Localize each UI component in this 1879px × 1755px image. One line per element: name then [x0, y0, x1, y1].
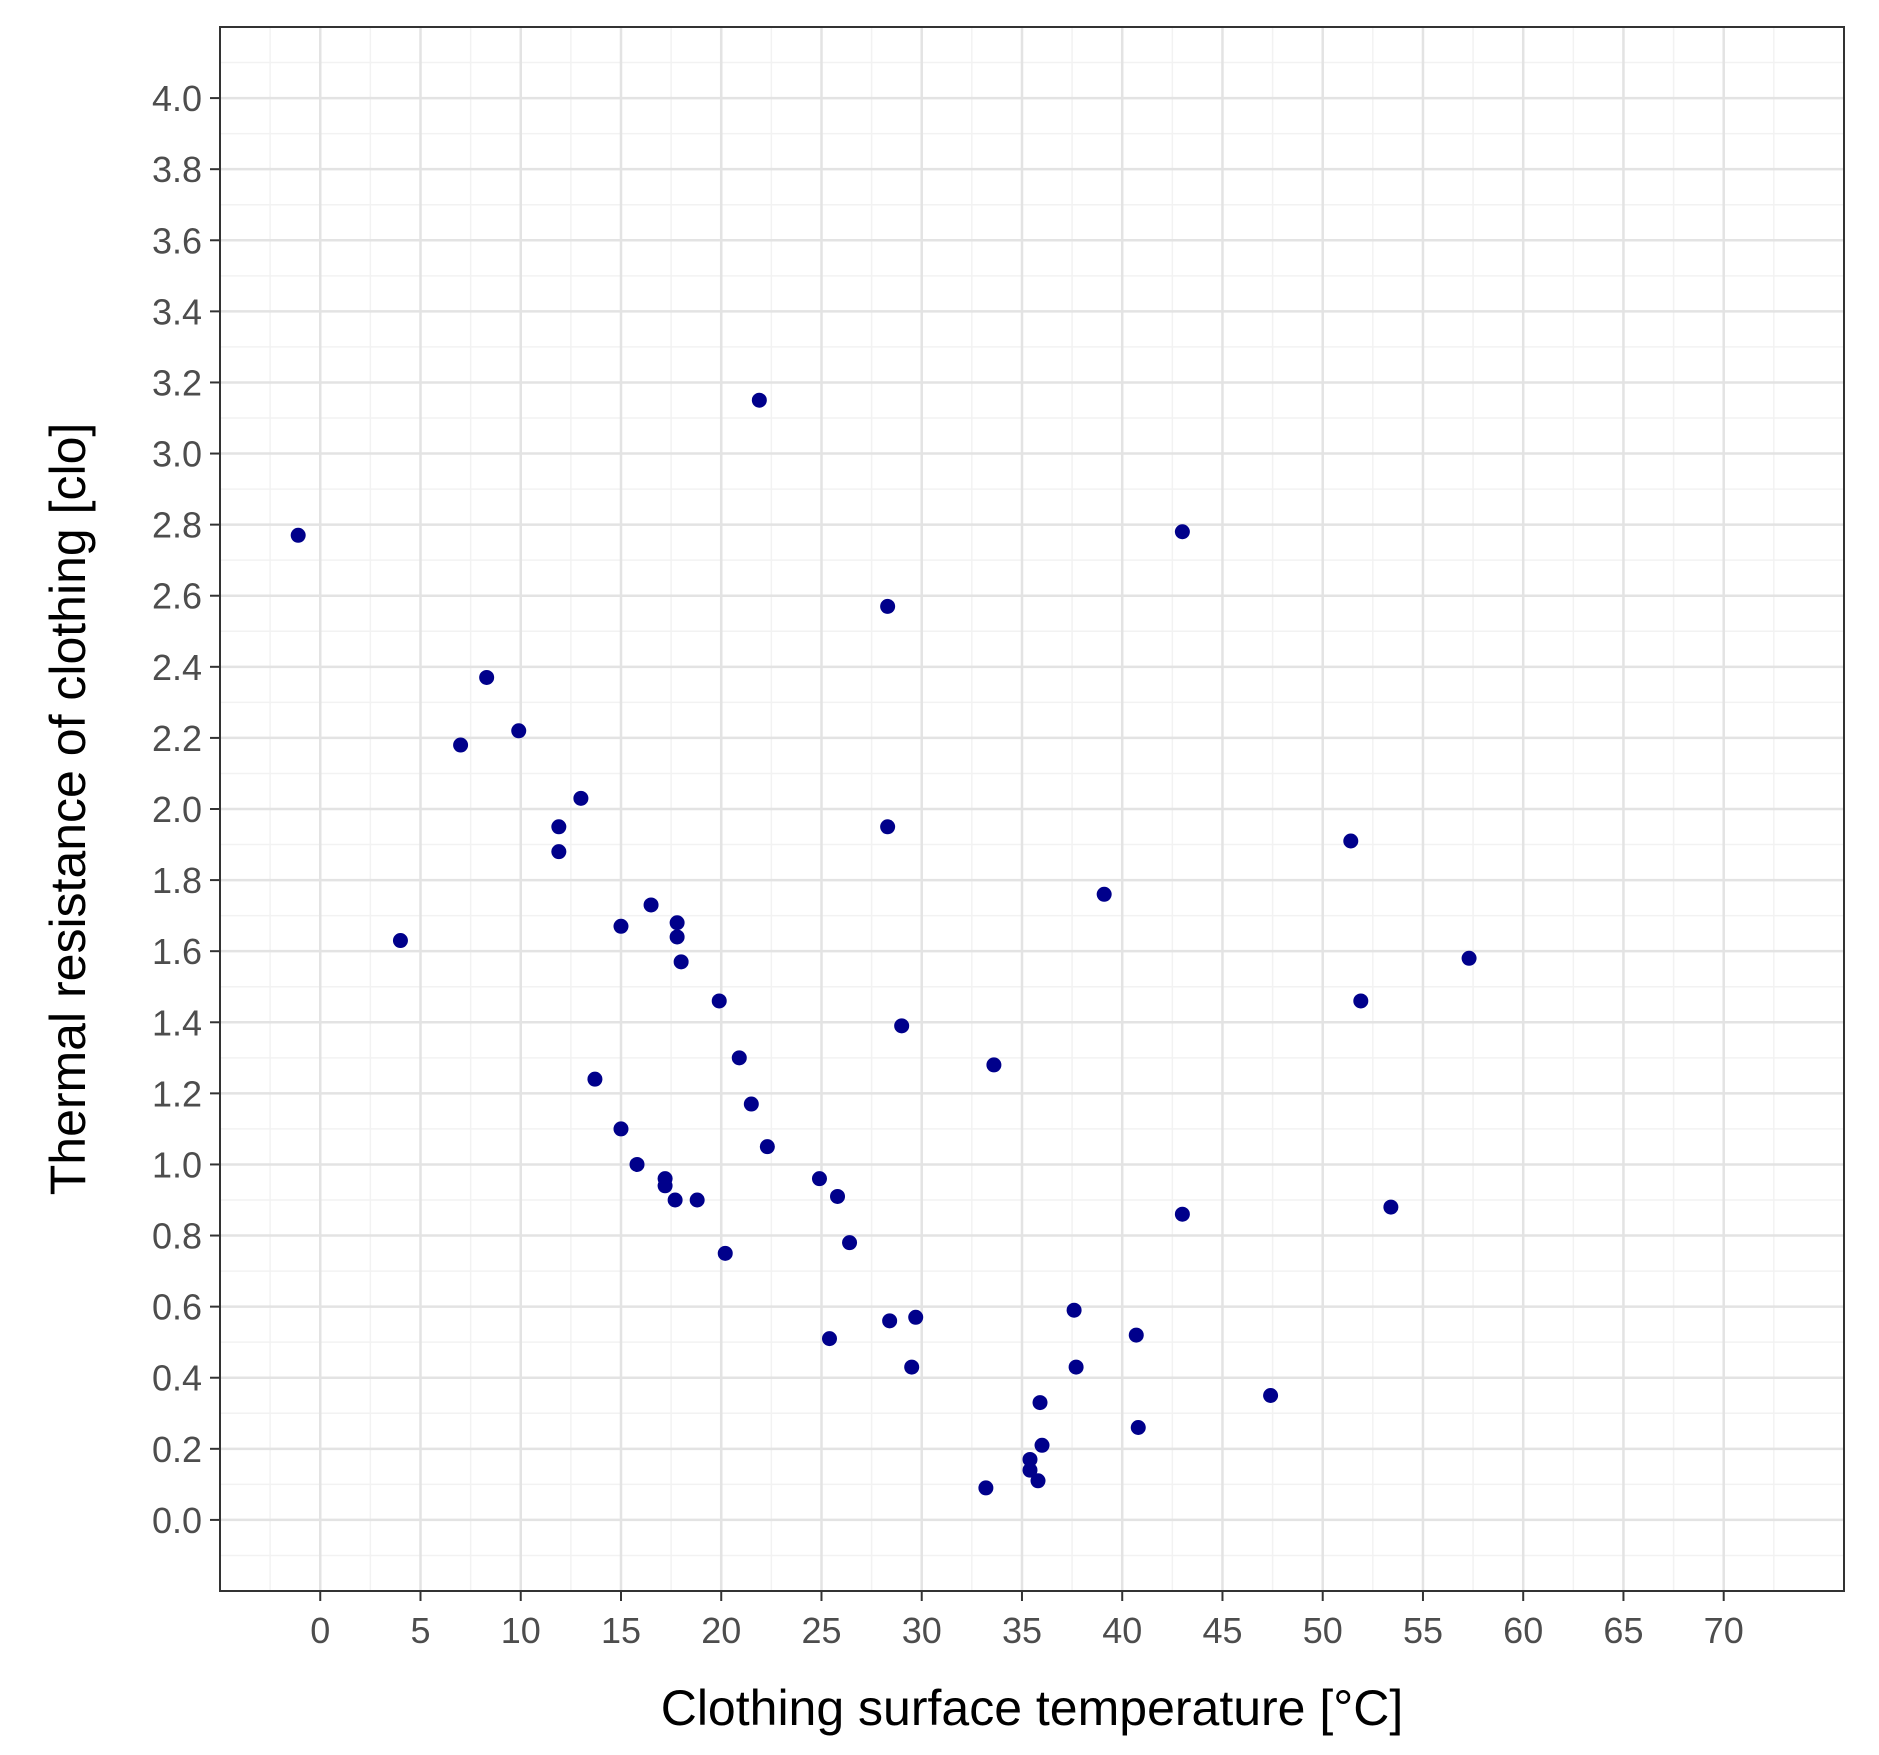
- y-tick-label: 3.4: [152, 291, 202, 332]
- data-point: [613, 1121, 629, 1137]
- data-point: [1353, 993, 1369, 1009]
- data-point: [1461, 950, 1477, 966]
- data-point: [908, 1309, 924, 1325]
- data-point: [1030, 1473, 1046, 1489]
- x-tick-label: 5: [410, 1610, 430, 1651]
- data-point: [1022, 1462, 1038, 1478]
- data-point: [904, 1359, 920, 1375]
- data-point: [1066, 1302, 1082, 1318]
- data-point: [986, 1057, 1002, 1073]
- data-point: [1174, 524, 1190, 540]
- tick-labels: 0 5 10 15 20 25 30 35 40 45 50 55 60 65 70 0.0 0.2 0.4 0.6…: [152, 78, 1744, 1651]
- y-tick-label: 0.4: [152, 1358, 202, 1399]
- x-tick-label: 20: [701, 1610, 741, 1651]
- data-point: [643, 897, 659, 913]
- y-tick-label: 0.6: [152, 1287, 202, 1328]
- data-points: [290, 392, 1477, 1496]
- data-point: [573, 790, 589, 806]
- data-point: [613, 918, 629, 934]
- y-tick-label: 2.4: [152, 647, 202, 688]
- data-point: [1343, 833, 1359, 849]
- data-point: [629, 1156, 645, 1172]
- data-point: [978, 1480, 994, 1496]
- data-point: [1096, 886, 1112, 902]
- data-point: [894, 1018, 910, 1034]
- data-point: [1128, 1327, 1144, 1343]
- y-tick-label: 3.0: [152, 434, 202, 475]
- y-tick-label: 0.8: [152, 1216, 202, 1257]
- y-tick-label: 3.2: [152, 362, 202, 403]
- data-point: [551, 819, 567, 835]
- x-tick-label: 60: [1503, 1610, 1543, 1651]
- y-tick-label: 1.4: [152, 1002, 202, 1043]
- y-tick-label: 4.0: [152, 78, 202, 119]
- y-tick-label: 1.6: [152, 931, 202, 972]
- data-point: [822, 1331, 838, 1347]
- y-tick-label: 0.0: [152, 1500, 202, 1541]
- y-tick-label: 3.6: [152, 220, 202, 261]
- x-axis-title: Clothing surface temperature [°C]: [661, 1680, 1404, 1736]
- y-tick-label: 1.0: [152, 1144, 202, 1185]
- data-point: [511, 723, 527, 739]
- x-tick-label: 45: [1202, 1610, 1242, 1651]
- data-point: [882, 1313, 898, 1329]
- data-point: [1034, 1437, 1050, 1453]
- x-tick-label: 25: [801, 1610, 841, 1651]
- data-point: [290, 527, 306, 543]
- x-tick-label: 70: [1704, 1610, 1744, 1651]
- x-tick-label: 35: [1002, 1610, 1042, 1651]
- data-point: [667, 1192, 683, 1208]
- x-tick-label: 50: [1303, 1610, 1343, 1651]
- grid: [220, 27, 1844, 1591]
- x-tick-label: 55: [1403, 1610, 1443, 1651]
- data-point: [1383, 1199, 1399, 1215]
- y-tick-label: 2.6: [152, 576, 202, 617]
- data-point: [669, 929, 685, 945]
- data-point: [479, 669, 495, 685]
- y-tick-label: 1.8: [152, 860, 202, 901]
- data-point: [673, 954, 689, 970]
- data-point: [842, 1235, 858, 1251]
- axis-ticks: [210, 97, 1725, 1601]
- data-point: [1068, 1359, 1084, 1375]
- data-point: [880, 598, 896, 614]
- data-point: [711, 993, 727, 1009]
- y-tick-label: 0.2: [152, 1429, 202, 1470]
- x-tick-label: 15: [601, 1610, 641, 1651]
- y-tick-label: 2.2: [152, 718, 202, 759]
- y-tick-label: 2.8: [152, 505, 202, 546]
- data-point: [1032, 1395, 1048, 1411]
- data-point: [731, 1050, 747, 1066]
- data-point: [1130, 1419, 1146, 1435]
- x-tick-label: 30: [902, 1610, 942, 1651]
- x-tick-label: 0: [310, 1610, 330, 1651]
- data-point: [717, 1245, 733, 1261]
- data-point: [751, 392, 767, 408]
- x-tick-label: 65: [1603, 1610, 1643, 1651]
- data-point: [1174, 1206, 1190, 1222]
- x-tick-label: 10: [501, 1610, 541, 1651]
- data-point: [1263, 1388, 1279, 1403]
- y-tick-label: 3.8: [152, 149, 202, 190]
- data-point: [811, 1171, 827, 1187]
- y-tick-label: 2.0: [152, 789, 202, 830]
- data-point: [1022, 1451, 1038, 1467]
- data-point: [587, 1071, 603, 1087]
- data-point: [689, 1192, 705, 1208]
- data-point: [830, 1188, 846, 1204]
- panel-border: [219, 26, 1845, 1592]
- data-point: [453, 737, 469, 753]
- y-tick-label: 1.2: [152, 1073, 202, 1114]
- data-point: [669, 915, 685, 931]
- data-point: [759, 1139, 775, 1155]
- y-axis-title: Thermal resistance of clothing [clo]: [40, 423, 96, 1196]
- x-tick-label: 40: [1102, 1610, 1142, 1651]
- data-point: [392, 933, 408, 949]
- data-point: [743, 1096, 759, 1112]
- data-point: [880, 819, 896, 835]
- data-point: [657, 1178, 673, 1194]
- data-point: [551, 844, 567, 860]
